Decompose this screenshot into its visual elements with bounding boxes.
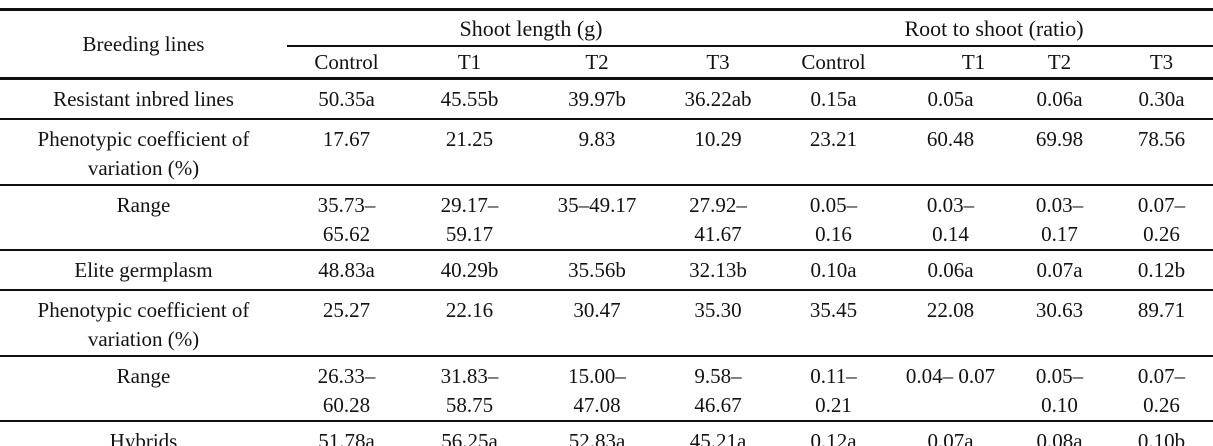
table-cell: 22.16: [445, 298, 494, 322]
table-cell: 0.06a: [1036, 87, 1083, 111]
table-cell: 26.33– 60.28: [317, 364, 376, 417]
table-cell: 45.55b: [440, 87, 499, 111]
table-cell: 52.83a: [568, 429, 626, 446]
col-header-root-t3: T3: [1110, 46, 1213, 80]
table-cell: 0.07a: [927, 429, 974, 446]
table-row-range-2: Range 26.33– 60.28 31.83– 58.75 15.00– 4…: [0, 356, 1213, 421]
col-header-shoot-t3: T3: [661, 46, 775, 80]
table-cell: 48.83a: [318, 258, 375, 282]
table-cell: 9.58– 46.67: [694, 364, 742, 417]
table-cell: 89.71: [1137, 298, 1186, 322]
table-cell: 23.21: [809, 127, 858, 151]
table-cell: 10.29: [694, 127, 742, 151]
table-row-hybrids: Hybrids 51.78a 56.25a 52.83a 45.21a 0.12…: [0, 421, 1213, 446]
row-header-title: Breeding lines: [0, 9, 287, 80]
table-cell: 27.92– 41.67: [689, 193, 747, 246]
table-cell: 35–49.17: [557, 193, 637, 217]
table-cell: 0.05– 0.10: [1035, 364, 1084, 417]
table-cell: 9.83: [578, 127, 616, 151]
table-cell: 0.05– 0.16: [809, 193, 858, 246]
group-header-root-to-shoot: Root to shoot (ratio): [775, 9, 1213, 47]
table-cell: 0.11– 0.21: [810, 364, 857, 417]
table-cell: 31.83– 58.75: [440, 364, 499, 417]
table-cell: 78.56: [1137, 127, 1186, 151]
table-cell: 0.07– 0.26: [1137, 364, 1186, 417]
table-cell: 35.45: [809, 298, 858, 322]
table-cell: 21.25: [445, 127, 494, 151]
table-cell: 0.12a: [810, 429, 857, 446]
table-row-pcv-1: Phenotypic coefficient of variation (%) …: [0, 119, 1213, 185]
row-label: Hybrids: [109, 429, 178, 446]
table-cell: 32.13b: [689, 258, 747, 282]
row-label: Phenotypic coefficient of variation (%): [37, 127, 250, 180]
table-cell: 0.03– 0.17: [1035, 193, 1084, 246]
breeding-lines-table: Breeding lines Shoot length (g) Root to …: [0, 8, 1213, 446]
row-label: Range: [116, 193, 171, 217]
table-cell: 0.15a: [810, 87, 857, 111]
table-cell: 30.47: [573, 298, 621, 322]
table-cell: 22.08: [926, 298, 975, 322]
table-cell: 36.22ab: [684, 87, 752, 111]
table-cell: 0.10b: [1137, 429, 1186, 446]
table-row-range-1: Range 35.73– 65.62 29.17– 59.17 35–49.17…: [0, 185, 1213, 250]
table-cell: 35.30: [694, 298, 742, 322]
column-header-row: Control T1 T2 T3 Control T1 T2 T3: [0, 46, 1213, 80]
table-cell: 0.07– 0.26: [1137, 193, 1186, 246]
table-cell: 29.17– 59.17: [440, 193, 499, 246]
table-cell: 0.07a: [1036, 258, 1083, 282]
table-cell: 0.08a: [1036, 429, 1083, 446]
col-header-shoot-t1: T1: [406, 46, 533, 80]
group-header-shoot-length: Shoot length (g): [287, 9, 775, 47]
group-header-row: Breeding lines Shoot length (g) Root to …: [0, 9, 1213, 80]
table-cell: 25.27: [322, 298, 371, 322]
table-cell: 17.67: [322, 127, 371, 151]
table-cell: 0.10a: [810, 258, 857, 282]
table-cell: 0.04– 0.07: [905, 364, 996, 388]
table-cell: 35.56b: [568, 258, 626, 282]
row-label: Phenotypic coefficient of variation (%): [37, 298, 250, 351]
col-header-root-control: Control: [775, 46, 892, 80]
table-cell: 15.00– 47.08: [568, 364, 626, 417]
col-header-shoot-control: Control: [287, 46, 406, 80]
row-label: Resistant inbred lines: [53, 87, 234, 111]
row-label: Range: [116, 364, 171, 388]
table-row-pcv-2: Phenotypic coefficient of variation (%) …: [0, 290, 1213, 356]
table-cell: 40.29b: [440, 258, 499, 282]
table-cell: 45.21a: [689, 429, 747, 446]
table-cell: 51.78a: [318, 429, 375, 446]
table-cell: 60.48: [926, 127, 975, 151]
table-cell: 0.03– 0.14: [926, 193, 975, 246]
table-cell: 56.25a: [441, 429, 498, 446]
table-cell: 0.30a: [1138, 87, 1185, 111]
table-cell: 0.05a: [927, 87, 974, 111]
table-row-resistant-inbred-lines: Resistant inbred lines 50.35a 45.55b 39.…: [0, 79, 1213, 119]
col-header-root-t2: T2: [1009, 46, 1110, 80]
table-row-elite-germplasm: Elite germplasm 48.83a 40.29b 35.56b 32.…: [0, 250, 1213, 290]
row-label: Elite germplasm: [74, 258, 213, 282]
table-cell: 69.98: [1035, 127, 1084, 151]
table-cell: 0.12b: [1137, 258, 1186, 282]
table-cell: 39.97b: [568, 87, 626, 111]
col-header-root-t1: T1: [892, 46, 1009, 80]
col-header-shoot-t2: T2: [533, 46, 661, 80]
table-cell: 0.06a: [927, 258, 974, 282]
table-cell: 50.35a: [318, 87, 375, 111]
table-cell: 30.63: [1035, 298, 1084, 322]
table-cell: 35.73– 65.62: [317, 193, 376, 246]
